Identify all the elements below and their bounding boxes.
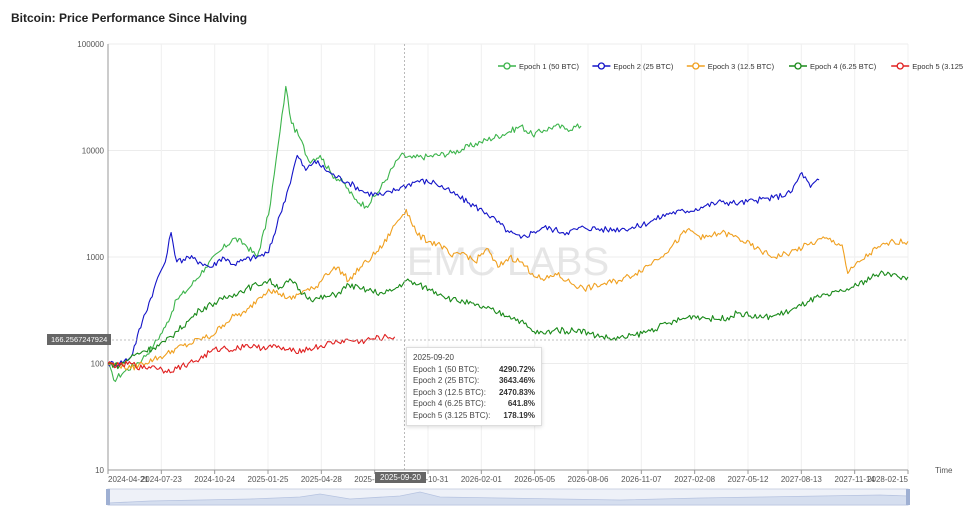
tooltip-value: 4290.72% — [498, 364, 535, 374]
zoom-slider[interactable] — [106, 488, 910, 506]
legend-label[interactable]: Epoch 2 (25 BTC) — [613, 62, 674, 71]
tooltip-value: 641.8% — [507, 399, 535, 408]
legend[interactable]: Epoch 1 (50 BTC) Epoch 2 (25 BTC) Epoch 3 … — [498, 62, 964, 71]
tooltip-value: 3643.46% — [498, 376, 535, 385]
tooltip-label: Epoch 3 (12.5 BTC): — [413, 387, 486, 397]
series-line[interactable] — [107, 333, 396, 374]
legend-swatch-marker[interactable] — [692, 62, 700, 70]
legend-label[interactable]: Epoch 3 (12.5 BTC) — [708, 62, 775, 71]
x-tick-label: 2024-04-21 — [108, 475, 149, 484]
y-tick-label: 10000 — [82, 147, 105, 156]
x-tick-label: 2025-07-30 — [354, 475, 395, 484]
tooltip-row: Epoch 5 (3.125 BTC): 178.19% — [413, 410, 535, 422]
x-tick-label: 2026-02-01 — [461, 475, 502, 484]
tooltip-row: Epoch 2 (25 BTC): 3643.46% — [413, 375, 535, 387]
tooltip-date: 2025-09-20 — [413, 353, 454, 362]
x-tick-label: 2025-01-25 — [248, 475, 289, 484]
series-line[interactable] — [107, 208, 909, 371]
tooltip-label: Epoch 4 (6.25 BTC): — [413, 399, 486, 408]
x-tick-label: 2026-05-05 — [514, 475, 555, 484]
legend-label[interactable]: Epoch 4 (6.25 BTC) — [810, 62, 877, 71]
axes — [107, 44, 908, 471]
crosshair-x-readout: 2025-09-20 — [375, 472, 426, 483]
tooltip-value: 2470.83% — [498, 387, 535, 397]
x-tick-label: 2024-07-23 — [141, 475, 182, 484]
crosshair — [108, 44, 908, 470]
x-tick-label: 2026-11-07 — [621, 475, 662, 484]
y-tick-labels: 10 100 1000 10000 100000 — [77, 40, 104, 475]
zoom-handle-left[interactable] — [106, 489, 110, 505]
series-group[interactable] — [107, 85, 909, 383]
y-tick-label: 100000 — [77, 40, 104, 49]
legend-label[interactable]: Epoch 1 (50 BTC) — [519, 62, 580, 71]
x-tick-label: 2024-10-24 — [194, 475, 235, 484]
x-tick-label: 2027-11-14 — [835, 475, 876, 484]
x-tick-label: 2027-02-08 — [674, 475, 715, 484]
y-tick-label: 10 — [95, 466, 104, 475]
legend-swatch-marker[interactable] — [503, 62, 511, 70]
x-tick-label: 2027-05-12 — [728, 475, 769, 484]
tooltip-value: 178.19% — [503, 410, 535, 420]
chart-title: Bitcoin: Price Performance Since Halving — [11, 11, 248, 25]
tooltip-row: Epoch 4 (6.25 BTC): 641.8% — [413, 398, 535, 410]
legend-label[interactable]: Epoch 5 (3.125 BTC) — [912, 62, 964, 71]
y-tick-label: 1000 — [86, 253, 104, 262]
legend-swatch-marker[interactable] — [794, 62, 802, 70]
tooltip-label: Epoch 5 (3.125 BTC): — [413, 410, 491, 420]
tooltip-label: Epoch 2 (25 BTC): — [413, 376, 480, 385]
x-tick-label: 2026-08-06 — [568, 475, 609, 484]
watermark: EMC LABS — [407, 240, 609, 284]
x-tick-label: 2025-10-31 — [408, 475, 449, 484]
legend-swatch-marker[interactable] — [896, 62, 904, 70]
x-tick-label: 2028-02-15 — [867, 475, 908, 484]
tooltip-row: Epoch 3 (12.5 BTC): 2470.83% — [413, 387, 535, 399]
tooltip-label: Epoch 1 (50 BTC): — [413, 364, 480, 374]
series-line[interactable] — [107, 154, 820, 367]
tooltip-row: Epoch 1 (50 BTC): 4290.72% — [413, 364, 535, 376]
legend-swatch-marker[interactable] — [597, 62, 606, 70]
x-tick-label: 2027-08-13 — [781, 475, 822, 484]
tooltip: 2025-09-20 Epoch 1 (50 BTC): 4290.72% Epo… — [406, 347, 542, 426]
zoom-handle-right[interactable] — [906, 489, 910, 505]
y-tick-label: 100 — [91, 360, 105, 369]
crosshair-y-readout: 166.2567247924 — [47, 334, 112, 345]
zoom-slider-preview — [107, 491, 909, 506]
series-line[interactable] — [107, 270, 909, 370]
series-line[interactable] — [107, 85, 582, 383]
x-axis-title: Time — [935, 466, 953, 475]
x-tick-label: 2025-04-28 — [301, 475, 342, 484]
